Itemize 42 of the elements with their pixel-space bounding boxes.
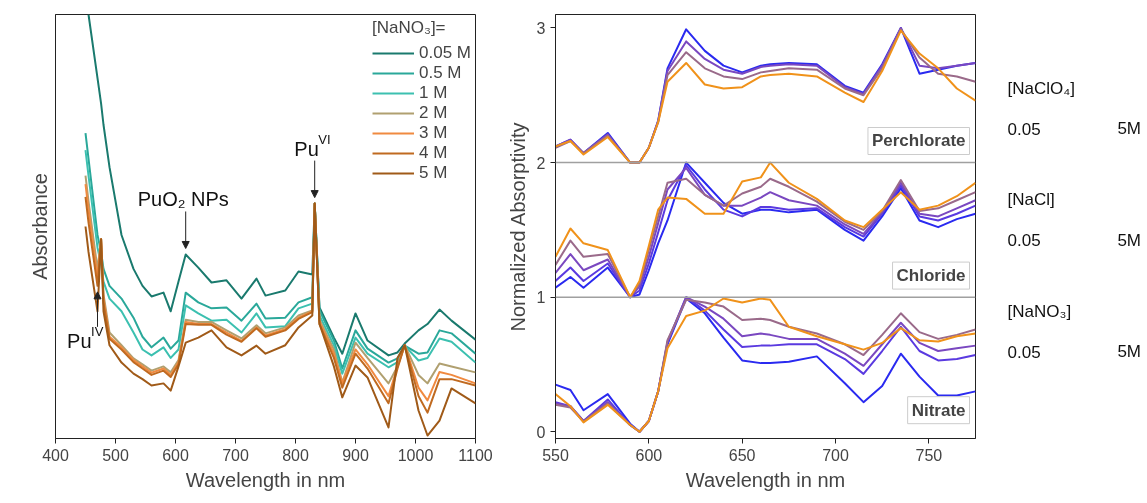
x-axis-title: Wavelength in nm bbox=[185, 468, 346, 491]
y-axis-title: Absorbance bbox=[28, 173, 51, 280]
legend-label: 0.5 M bbox=[419, 63, 462, 83]
text: [NaCl] bbox=[1007, 190, 1055, 210]
annotation: PuO₂ NPs bbox=[137, 188, 229, 211]
y-tick-label: 3 bbox=[536, 19, 546, 37]
y-tick-label: 1 bbox=[536, 289, 546, 307]
text: 5M bbox=[1117, 342, 1142, 362]
text: [NaClO₄] bbox=[1007, 78, 1075, 98]
x-tick-label: 700 bbox=[822, 446, 849, 464]
x-tick-label: 1100 bbox=[458, 446, 493, 464]
legend-label: 0.05 M bbox=[419, 43, 471, 63]
x-tick-label: 800 bbox=[282, 446, 309, 464]
legend-label: 5 M bbox=[419, 163, 448, 183]
x-tick-label: 500 bbox=[102, 446, 129, 464]
text: 0.05 bbox=[1007, 231, 1041, 251]
annotation: Chloride bbox=[896, 266, 966, 286]
y-tick-label: 2 bbox=[536, 154, 546, 172]
x-tick-label: 600 bbox=[162, 446, 189, 464]
annotation: Perchlorate bbox=[871, 131, 966, 151]
legend-label: 1 M bbox=[419, 83, 448, 103]
text: 0.05 bbox=[1007, 342, 1041, 362]
y-tick-label: 0 bbox=[536, 423, 546, 441]
x-tick-label: 400 bbox=[42, 446, 69, 464]
legend-title: [NaNO₃]= bbox=[372, 18, 447, 38]
x-axis-title: Wavelength in nm bbox=[685, 468, 846, 491]
x-tick-label: 600 bbox=[635, 446, 663, 464]
legend-label: 3 M bbox=[419, 123, 448, 143]
annotation: Nitrate bbox=[911, 400, 966, 420]
text: [NaNO₃] bbox=[1007, 301, 1072, 321]
x-tick-label: 1000 bbox=[397, 446, 434, 464]
text: 5M bbox=[1117, 119, 1142, 139]
text: 5M bbox=[1117, 230, 1142, 250]
legend-label: 2 M bbox=[419, 103, 448, 123]
x-tick-label: 550 bbox=[542, 446, 569, 464]
y-axis-title: Normalized Absorptivity bbox=[506, 122, 529, 332]
x-tick-label: 900 bbox=[342, 446, 369, 464]
x-tick-label: 700 bbox=[222, 446, 249, 464]
x-tick-label: 650 bbox=[728, 446, 756, 464]
legend-label: 4 M bbox=[419, 143, 448, 163]
x-tick-label: 750 bbox=[915, 446, 943, 464]
text: 0.05 bbox=[1007, 119, 1041, 139]
